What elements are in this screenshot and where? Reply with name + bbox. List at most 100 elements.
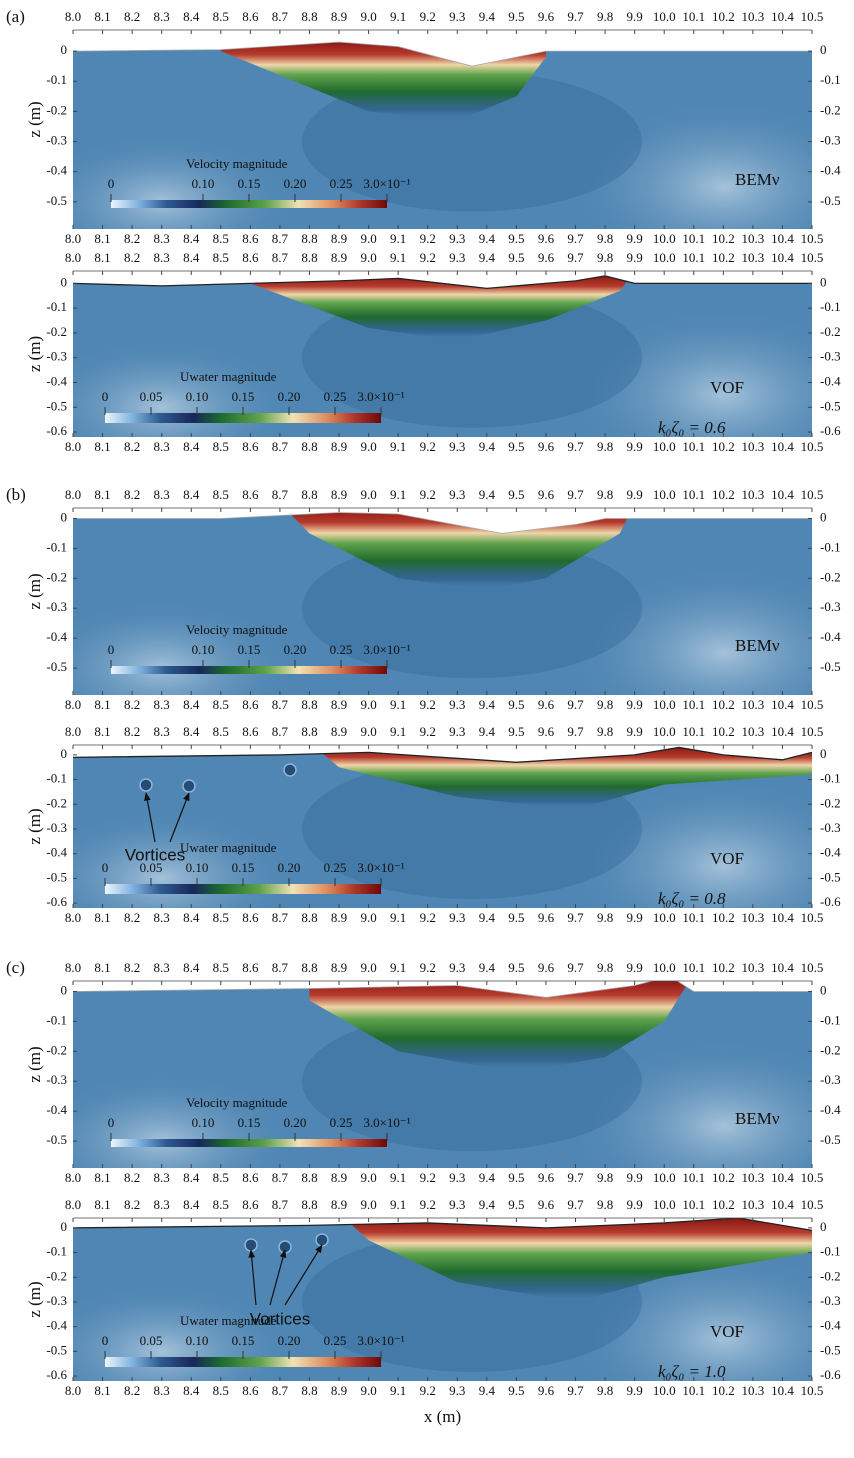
x-tick-label: 8.1 bbox=[94, 250, 110, 265]
free-surface bbox=[73, 41, 812, 67]
x-tick-label: 8.1 bbox=[94, 487, 110, 502]
air-region bbox=[73, 745, 812, 763]
colorbar-tick-label: 0.05 bbox=[140, 860, 163, 875]
x-tick-label: 8.9 bbox=[331, 487, 347, 502]
x-tick-label: 9.4 bbox=[479, 724, 496, 739]
x-tick-label: 9.5 bbox=[508, 724, 524, 739]
colorbar-tick-label: 0 bbox=[102, 389, 109, 404]
x-tick-label: 8.0 bbox=[65, 9, 81, 24]
y-tick-label: -0.5 bbox=[820, 1132, 841, 1147]
x-tick-label: 10.3 bbox=[742, 1383, 765, 1398]
x-tick-label: 9.7 bbox=[567, 960, 584, 975]
y-tick-label: -0.2 bbox=[46, 324, 67, 339]
velocity-region bbox=[344, 1218, 812, 1302]
x-tick-label: 8.9 bbox=[331, 1383, 347, 1398]
x-tick-label: 8.0 bbox=[65, 1197, 81, 1212]
x-tick-label: 8.5 bbox=[213, 439, 229, 454]
x-tick-label: 10.2 bbox=[712, 697, 735, 712]
velocity-region bbox=[312, 745, 812, 810]
x-tick-label: 8.1 bbox=[94, 1197, 110, 1212]
parameter-label: k₀ζ₀ = 1.0 bbox=[658, 1362, 726, 1381]
annotation-arrow bbox=[284, 1244, 323, 1306]
x-tick-label: 9.9 bbox=[627, 697, 643, 712]
x-tick-label: 9.4 bbox=[479, 910, 496, 925]
air-region bbox=[73, 1218, 812, 1231]
y-tick-label: -0.4 bbox=[46, 1102, 67, 1117]
x-tick-label: 8.9 bbox=[331, 960, 347, 975]
x-tick-label: 8.5 bbox=[213, 1383, 229, 1398]
y-tick-label: -0.2 bbox=[46, 569, 67, 584]
x-tick-label: 8.8 bbox=[301, 231, 317, 246]
x-tick-label: 9.9 bbox=[627, 439, 643, 454]
flow-field bbox=[73, 271, 812, 437]
x-tick-label: 9.8 bbox=[597, 439, 613, 454]
x-tick-label: 9.0 bbox=[360, 1197, 376, 1212]
y-tick-label: -0.5 bbox=[46, 869, 67, 884]
colorbar-tick-label: 0.15 bbox=[238, 176, 261, 191]
x-tick-label: 9.9 bbox=[627, 231, 643, 246]
colorbar-title: Uwater magnitude bbox=[180, 840, 277, 855]
x-tick-label: 10.3 bbox=[742, 1197, 765, 1212]
x-tick-label: 9.6 bbox=[538, 487, 555, 502]
x-tick-label: 9.8 bbox=[597, 1170, 613, 1185]
x-tick-label: 8.6 bbox=[242, 697, 259, 712]
y-tick-label: -0.4 bbox=[820, 1102, 841, 1117]
y-tick-label: -0.3 bbox=[820, 820, 841, 835]
y-tick-label: -0.5 bbox=[46, 659, 67, 674]
x-tick-label: 8.4 bbox=[183, 250, 200, 265]
flow-field bbox=[73, 745, 812, 908]
y-tick-label: -0.1 bbox=[46, 1012, 67, 1027]
y-tick-label: -0.4 bbox=[46, 1318, 67, 1333]
x-tick-label: 8.4 bbox=[183, 9, 200, 24]
x-tick-label: 10.1 bbox=[682, 250, 705, 265]
x-tick-label: 10.5 bbox=[801, 960, 824, 975]
annotation: Vortices bbox=[250, 1309, 310, 1328]
x-tick-label: 8.1 bbox=[94, 231, 110, 246]
x-tick-label: 8.7 bbox=[272, 439, 289, 454]
x-tick-label: 9.4 bbox=[479, 1383, 496, 1398]
x-tick-label: 10.3 bbox=[742, 9, 765, 24]
x-tick-label: 8.8 bbox=[301, 1383, 317, 1398]
x-tick-label: 9.2 bbox=[420, 724, 436, 739]
x-tick-label: 9.9 bbox=[627, 1197, 643, 1212]
x-tick-label: 8.3 bbox=[154, 724, 170, 739]
x-tick-label: 9.7 bbox=[567, 1197, 584, 1212]
x-tick-label: 9.6 bbox=[538, 697, 555, 712]
x-tick-label: 10.3 bbox=[742, 231, 765, 246]
air-region bbox=[73, 30, 812, 67]
x-tick-label: 8.6 bbox=[242, 910, 259, 925]
x-tick-label: 10.3 bbox=[742, 960, 765, 975]
colorbar-tick-label: 0.25 bbox=[330, 642, 353, 657]
x-tick-label: 10.2 bbox=[712, 439, 735, 454]
x-tick-label: 8.4 bbox=[183, 1383, 200, 1398]
x-tick-label: 10.2 bbox=[712, 250, 735, 265]
x-tick-label: 9.7 bbox=[567, 1170, 584, 1185]
x-tick-label: 9.9 bbox=[627, 9, 643, 24]
x-tick-label: 10.4 bbox=[771, 439, 794, 454]
colorbar-tick-label: 0.25 bbox=[324, 860, 347, 875]
x-tick-label: 10.0 bbox=[653, 910, 676, 925]
x-tick-label: 8.4 bbox=[183, 439, 200, 454]
x-tick-label: 8.8 bbox=[301, 724, 317, 739]
x-tick-label: 8.9 bbox=[331, 439, 347, 454]
panel: 8.0 8.0 8.1 8.1 8.2 8.2 8.3 8.3 8.4 8.4 8.5 8.5 8.6 8… bbox=[6, 958, 841, 1185]
x-tick-label: 10.4 bbox=[771, 910, 794, 925]
x-tick-label: 10.2 bbox=[712, 960, 735, 975]
x-tick-label: 9.1 bbox=[390, 250, 406, 265]
colorbar-tick-label: 0.10 bbox=[192, 642, 215, 657]
y-axis-title: z (m) bbox=[25, 1281, 44, 1317]
x-tick-label: 9.2 bbox=[420, 1383, 436, 1398]
x-tick-label: 10.1 bbox=[682, 1197, 705, 1212]
y-tick-label: -0.4 bbox=[46, 373, 67, 388]
x-tick-label: 9.0 bbox=[360, 9, 376, 24]
x-tick-label: 8.4 bbox=[183, 960, 200, 975]
x-tick-label: 10.1 bbox=[682, 439, 705, 454]
x-tick-label: 8.1 bbox=[94, 1170, 110, 1185]
y-tick-label: 0 bbox=[61, 274, 68, 289]
x-tick-label: 10.3 bbox=[742, 487, 765, 502]
x-tick-label: 8.6 bbox=[242, 250, 259, 265]
y-tick-label: -0.5 bbox=[820, 1342, 841, 1357]
x-tick-label: 9.2 bbox=[420, 250, 436, 265]
x-tick-label: 9.3 bbox=[449, 697, 465, 712]
